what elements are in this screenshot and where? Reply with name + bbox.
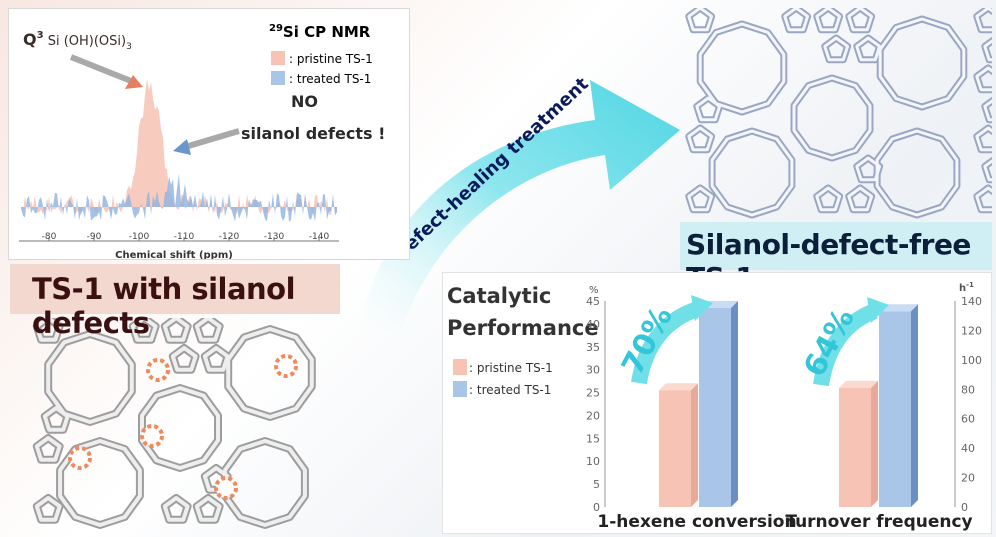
performance-bars	[659, 300, 918, 507]
bar-tof-pristine	[839, 380, 878, 507]
perf-legend-treated: : treated TS-1	[469, 383, 551, 397]
right-tick-label: 140	[961, 295, 982, 308]
silanol-defect-icon	[214, 476, 238, 500]
left-tick-label: 0	[593, 501, 600, 514]
left-title: TS-1 with silanol defects	[32, 272, 296, 340]
arrow-label: defect-healing treatment	[391, 73, 593, 263]
nmr-legend-pristine: : pristine TS-1	[289, 52, 373, 66]
bar-hexene-pristine	[659, 383, 698, 507]
nmr-tick-label: -110	[174, 232, 195, 242]
silanol-arrow-icon	[184, 128, 240, 150]
nmr-tick-labels: -80 -90 -100 -110 -120 -130 -140	[42, 232, 330, 242]
treated-spectrum	[21, 173, 337, 222]
xlabel-turnover-frequency: Turnover frequency	[785, 512, 972, 532]
performance-chart: Catalytic Performance : pristine TS-1 : …	[447, 281, 982, 532]
nmr-tick-label: -120	[219, 232, 240, 242]
right-tick-label: 0	[961, 501, 968, 514]
increase-arrow-right	[813, 303, 878, 387]
left-tick-label: 30	[586, 364, 600, 377]
right-tick-label: 60	[961, 413, 975, 426]
silanol-defect-markers	[68, 354, 298, 500]
defective-lattice	[32, 318, 316, 529]
silanol-defect-icon	[274, 354, 298, 378]
left-tick-label: 15	[586, 432, 600, 445]
left-tick-label: 10	[586, 455, 600, 468]
q3-label: Q3 Si (OH)(OSi)3	[23, 30, 132, 52]
nmr-spectrum: -80 -90 -100 -110 -120 -130 -140 Chemical shif…	[19, 23, 385, 259]
nmr-spectrum-panel: -80 -90 -100 -110 -120 -130 -140 Chemical shif…	[8, 8, 410, 260]
right-tick-label: 120	[961, 324, 982, 337]
increase-arrow-left	[631, 301, 701, 385]
xlabel-hexene-conversion: 1-hexene conversion	[597, 512, 796, 532]
left-tick-label: 5	[593, 478, 600, 491]
left-axis-unit: %	[589, 285, 599, 296]
treated-trace	[21, 173, 337, 222]
right-tick-label: 20	[961, 472, 975, 485]
right-tick-label: 80	[961, 383, 975, 396]
right-title-box: Silanol-defect-free TS-1	[680, 222, 992, 294]
nmr-tick-label: -80	[42, 232, 57, 242]
right-axis-ticks: 0 20 40 60 80 100 120 140	[961, 295, 982, 514]
increase-label-right: 64%	[797, 303, 862, 383]
catalytic-performance-panel: Catalytic Performance : pristine TS-1 : …	[442, 272, 992, 534]
left-axis-ticks: 0 5 10 15 20 25 30 35 40 45	[586, 295, 600, 514]
nmr-tick-label: -130	[264, 232, 285, 242]
right-axis-unit: h-1	[959, 281, 974, 294]
left-tick-label: 40	[586, 318, 600, 331]
silanol-defect-icon	[68, 446, 92, 470]
nmr-legend-treated: : treated TS-1	[289, 72, 371, 86]
perf-heading-2: Performance	[447, 316, 599, 340]
q3-arrow-icon	[69, 54, 133, 84]
nmr-tick-label: -100	[129, 232, 150, 242]
nmr-tick-label: -140	[309, 232, 330, 242]
left-title-box: TS-1 with silanol defects	[10, 264, 340, 340]
bar-tof-treated	[879, 304, 918, 507]
perf-heading-1: Catalytic	[447, 284, 551, 308]
increase-label-left: 70%	[615, 301, 680, 381]
bar-hexene-treated	[699, 300, 738, 507]
silanol-defect-icon	[146, 358, 170, 382]
silanol-label: silanol defects !	[241, 124, 385, 143]
defect-free-lattice	[685, 8, 992, 219]
nmr-xlabel: Chemical shift (ppm)	[115, 250, 233, 259]
left-tick-label: 20	[586, 409, 600, 422]
nmr-tick-label: -90	[87, 232, 102, 242]
left-tick-label: 35	[586, 341, 600, 354]
right-tick-label: 100	[961, 354, 982, 367]
nmr-title: 29Si CP NMR	[269, 23, 371, 41]
treatment-arrow: defect-healing treatment	[360, 73, 680, 335]
silanol-defect-icon	[140, 424, 164, 448]
left-tick-label: 25	[586, 387, 600, 400]
right-tick-label: 40	[961, 442, 975, 455]
perf-legend-pristine: : pristine TS-1	[469, 361, 553, 375]
no-label: NO	[291, 92, 318, 111]
left-tick-label: 45	[586, 295, 600, 308]
